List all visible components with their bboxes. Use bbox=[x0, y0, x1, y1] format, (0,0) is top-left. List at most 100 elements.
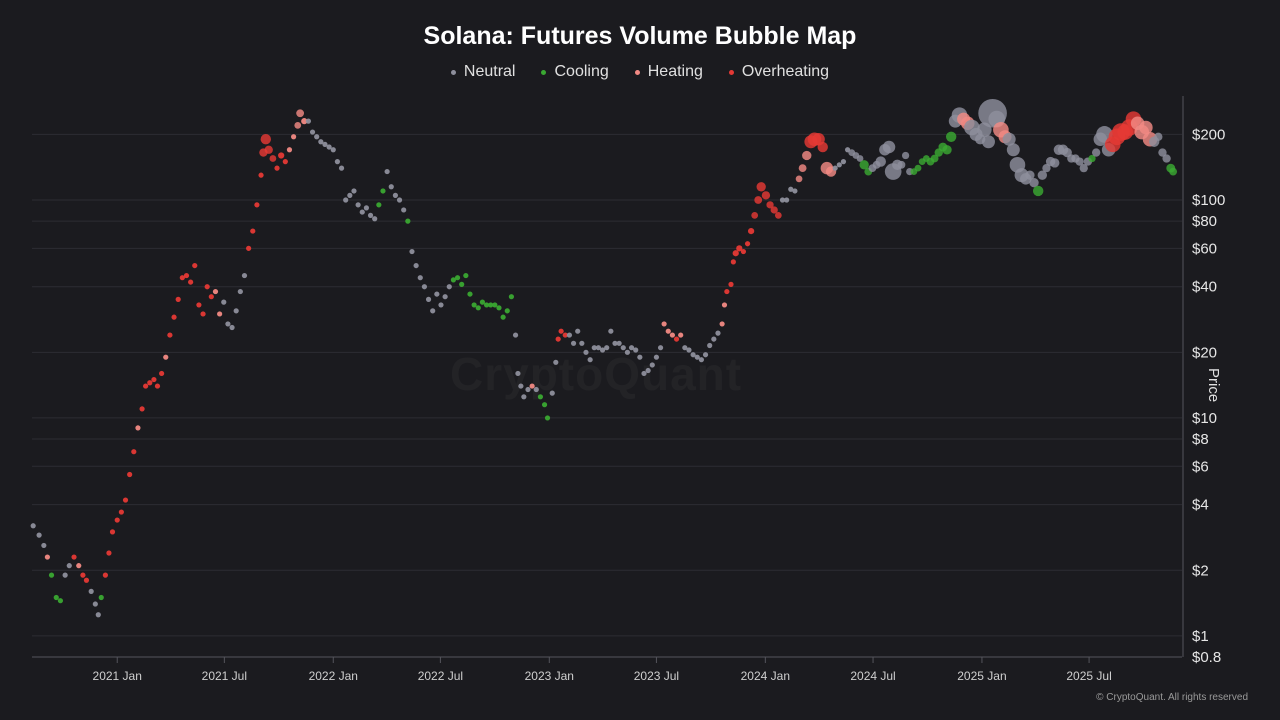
bubble-neutral bbox=[417, 275, 423, 281]
bubble-neutral bbox=[30, 523, 36, 529]
bubble-overheating bbox=[770, 206, 778, 214]
bubble-neutral bbox=[711, 336, 717, 342]
bubble-neutral bbox=[221, 299, 227, 305]
bubble-neutral bbox=[1006, 143, 1020, 157]
y-tick-label: $100 bbox=[1192, 192, 1225, 209]
bubble-cooling bbox=[98, 594, 104, 601]
bubble-neutral bbox=[616, 340, 622, 346]
bubble-neutral bbox=[409, 248, 415, 255]
bubble-neutral bbox=[608, 328, 614, 334]
legend-marker-cooling bbox=[541, 69, 547, 75]
bubble-overheating bbox=[167, 332, 173, 338]
y-tick-label: $10 bbox=[1192, 410, 1217, 427]
x-tick-label: 2022 Jul bbox=[418, 669, 463, 683]
bubble-neutral bbox=[425, 296, 432, 302]
bubble-neutral bbox=[637, 354, 643, 360]
legend-item-heating[interactable]: Heating bbox=[634, 63, 703, 81]
legend-item-cooling[interactable]: Cooling bbox=[541, 63, 609, 81]
y-tick-label: $80 bbox=[1192, 213, 1217, 230]
bubble-neutral bbox=[241, 272, 248, 279]
x-tick-label: 2024 Jul bbox=[850, 669, 895, 683]
bubble-neutral bbox=[318, 139, 324, 145]
x-tick-label: 2025 Jul bbox=[1066, 669, 1111, 683]
bubble-overheating bbox=[114, 517, 120, 523]
bubble-neutral bbox=[901, 151, 910, 160]
bubble-heating bbox=[665, 328, 671, 334]
bubble-neutral bbox=[1154, 132, 1163, 141]
bubble-overheating bbox=[274, 165, 280, 171]
bubble-overheating bbox=[80, 572, 86, 578]
bubble-overheating bbox=[200, 311, 206, 317]
bubble-heating bbox=[529, 383, 535, 389]
bubble-neutral bbox=[229, 324, 235, 331]
bubble-neutral bbox=[595, 345, 602, 351]
bubble-overheating bbox=[147, 380, 153, 386]
bubble-cooling bbox=[508, 294, 515, 300]
y-tick-label: $0.8 bbox=[1192, 649, 1221, 666]
bubble-cooling bbox=[1169, 167, 1178, 176]
bubble-overheating bbox=[724, 288, 730, 295]
bubble-cooling bbox=[537, 394, 544, 400]
bubble-cooling bbox=[475, 305, 481, 311]
bubble-neutral bbox=[587, 357, 593, 363]
bubble-neutral bbox=[1029, 178, 1039, 188]
bubble-neutral bbox=[570, 340, 577, 346]
bubble-neutral bbox=[788, 186, 794, 192]
bubble-cooling bbox=[405, 218, 411, 224]
bubble-cooling bbox=[48, 572, 55, 578]
bubble-overheating bbox=[171, 314, 177, 320]
bubble-neutral bbox=[41, 542, 47, 549]
bubble-overheating bbox=[728, 281, 734, 287]
bubble-neutral bbox=[604, 345, 610, 351]
y-axis-label: Price bbox=[1205, 368, 1222, 403]
bubble-neutral bbox=[641, 370, 647, 377]
bubble-neutral bbox=[330, 147, 336, 153]
bubble-neutral bbox=[653, 354, 660, 360]
gridlines bbox=[32, 133, 1182, 637]
y-tick-label: $200 bbox=[1192, 126, 1225, 143]
bubble-neutral bbox=[686, 347, 692, 353]
bubble-cooling bbox=[541, 402, 548, 408]
bubble-overheating bbox=[102, 572, 108, 578]
bubble-cooling bbox=[380, 188, 386, 194]
bubble-cooling bbox=[483, 302, 490, 308]
bubble-neutral bbox=[36, 532, 42, 538]
legend-item-neutral[interactable]: Neutral bbox=[450, 63, 515, 81]
bubble-cooling bbox=[471, 302, 477, 308]
bubble-overheating bbox=[192, 262, 198, 269]
y-axis: $0.8 $1 $2 $4 $6 $8 $10 $20 $40 $60 $80 $100 $200 bbox=[1182, 96, 1225, 666]
bubble-heating bbox=[217, 311, 223, 317]
x-tick-label: 2021 Jan bbox=[93, 669, 142, 683]
x-tick-label: 2025 Jan bbox=[957, 669, 1006, 683]
bubble-neutral bbox=[1042, 163, 1051, 173]
bubble-heating bbox=[721, 302, 728, 308]
bubble-neutral bbox=[92, 601, 98, 607]
bubble-cooling bbox=[492, 302, 498, 308]
bubble-overheating bbox=[730, 259, 736, 265]
bubble-neutral bbox=[384, 168, 390, 175]
bubble-neutral bbox=[392, 192, 399, 198]
bubble-overheating bbox=[751, 211, 759, 219]
bubble-neutral bbox=[553, 359, 559, 365]
bubble-heating bbox=[669, 332, 676, 338]
bubble-neutral bbox=[779, 197, 786, 203]
bubble-neutral bbox=[533, 386, 539, 393]
bubble-overheating bbox=[139, 406, 145, 412]
legend-label-overheating: Overheating bbox=[741, 63, 830, 80]
legend-item-overheating[interactable]: Overheating bbox=[728, 63, 830, 81]
bubble-neutral bbox=[649, 362, 655, 368]
bubble-cooling bbox=[930, 154, 939, 163]
legend-label-heating: Heating bbox=[647, 63, 703, 80]
bubble-cooling bbox=[945, 131, 957, 142]
bubble-neutral bbox=[698, 357, 705, 363]
bubble-heating bbox=[301, 118, 308, 125]
bubble-neutral bbox=[396, 197, 403, 203]
bubble-neutral bbox=[66, 563, 72, 569]
bubble-overheating bbox=[246, 245, 252, 251]
legend-marker-heating bbox=[634, 69, 640, 75]
bubble-overheating bbox=[109, 529, 116, 535]
y-tick-label: $1 bbox=[1192, 628, 1209, 645]
bubble-neutral bbox=[334, 159, 341, 165]
bubble-overheating bbox=[756, 182, 766, 192]
